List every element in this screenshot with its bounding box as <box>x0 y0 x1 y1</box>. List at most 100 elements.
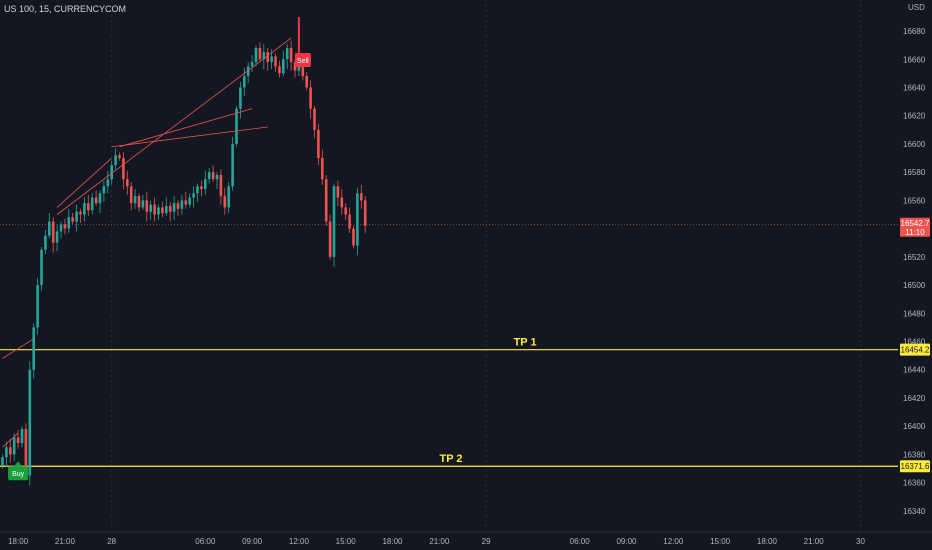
buy-arrow <box>14 461 23 467</box>
y-tick-label: 16400 <box>903 422 926 431</box>
candle <box>258 42 262 63</box>
candle-body <box>250 62 254 67</box>
candle <box>114 148 117 170</box>
candle <box>332 183 336 267</box>
candle <box>59 221 63 239</box>
candle <box>246 62 250 84</box>
price-axis <box>898 0 932 550</box>
candle <box>83 197 86 222</box>
candle-body <box>141 200 145 208</box>
candle-body <box>348 214 351 229</box>
candle-body <box>285 47 289 60</box>
tp-name: TP 1 <box>514 337 537 349</box>
sell-signal-box <box>294 53 311 68</box>
candle-body <box>188 197 191 205</box>
candle <box>313 105 316 139</box>
candle <box>153 197 156 222</box>
candle-body <box>98 193 102 204</box>
candle-body <box>192 193 195 198</box>
x-tick-label: 06:00 <box>195 537 216 546</box>
candle-body <box>153 204 156 215</box>
candle <box>285 43 289 70</box>
trend-line <box>56 37 292 215</box>
candle-body <box>118 155 121 159</box>
candle-body <box>270 56 273 63</box>
candle-body <box>274 56 277 67</box>
x-tick-label: 09:00 <box>242 537 263 546</box>
candle-body <box>219 174 223 197</box>
candle <box>219 169 223 205</box>
y-tick-label: 16500 <box>903 281 926 290</box>
candle-body <box>63 224 67 229</box>
candle-body <box>352 228 355 246</box>
candle <box>1 454 4 469</box>
candle-body <box>24 428 28 476</box>
trend-line <box>2 432 19 448</box>
candle-body <box>200 186 203 190</box>
candle <box>55 224 59 252</box>
candle <box>324 174 328 226</box>
candle-body <box>55 231 59 243</box>
candle-body <box>207 172 211 180</box>
trend-line <box>119 108 253 148</box>
candle-body <box>301 66 305 77</box>
candle <box>36 277 39 335</box>
candle <box>137 193 141 212</box>
candle-body <box>32 327 35 370</box>
candle <box>340 189 344 215</box>
candle <box>133 189 137 209</box>
candle <box>63 218 67 235</box>
candle-body <box>110 165 113 180</box>
candle-body <box>137 196 141 208</box>
candle-body <box>172 203 176 212</box>
currency-label: USD <box>908 3 925 12</box>
candle-body <box>168 206 172 212</box>
candle-body <box>12 437 16 455</box>
candle <box>161 201 164 218</box>
candle <box>235 105 238 147</box>
candle <box>44 230 47 255</box>
candle <box>129 182 133 211</box>
candle-body <box>149 204 152 212</box>
candle-body <box>321 158 324 180</box>
candle <box>328 214 332 260</box>
candle <box>352 225 355 249</box>
candle-body <box>157 207 160 215</box>
candle <box>16 430 20 449</box>
candle-body <box>215 174 219 180</box>
candle-body <box>344 207 347 215</box>
candle <box>48 213 51 239</box>
candle-body <box>227 186 230 208</box>
candle-body <box>246 66 250 77</box>
x-tick-label: 21:00 <box>804 537 825 546</box>
candle-body <box>235 108 238 144</box>
candle <box>305 71 308 91</box>
candle-body <box>44 235 47 250</box>
candle <box>180 194 184 215</box>
candle-body <box>231 143 234 187</box>
candle-body <box>313 108 316 130</box>
x-tick-label: 18:00 <box>757 537 778 546</box>
candle-body <box>145 200 149 212</box>
candle-body <box>262 52 266 60</box>
candle <box>9 438 12 463</box>
x-tick-label: 21:00 <box>55 537 76 546</box>
candle <box>348 207 351 233</box>
candle-body <box>133 196 137 204</box>
candle <box>102 180 106 202</box>
candle <box>157 204 160 221</box>
x-tick-label: 15:00 <box>710 537 731 546</box>
y-tick-label: 16640 <box>903 83 926 92</box>
candle <box>274 53 277 72</box>
candle <box>122 152 125 190</box>
x-tick-label: 12:00 <box>663 537 684 546</box>
candle <box>204 170 207 195</box>
candle-body <box>126 179 129 187</box>
candle-body <box>9 447 12 455</box>
y-tick-label: 16420 <box>903 394 926 403</box>
candle-body <box>363 200 367 226</box>
y-tick-label: 16600 <box>903 140 926 149</box>
sell-signal-label: Sell <box>297 58 309 65</box>
